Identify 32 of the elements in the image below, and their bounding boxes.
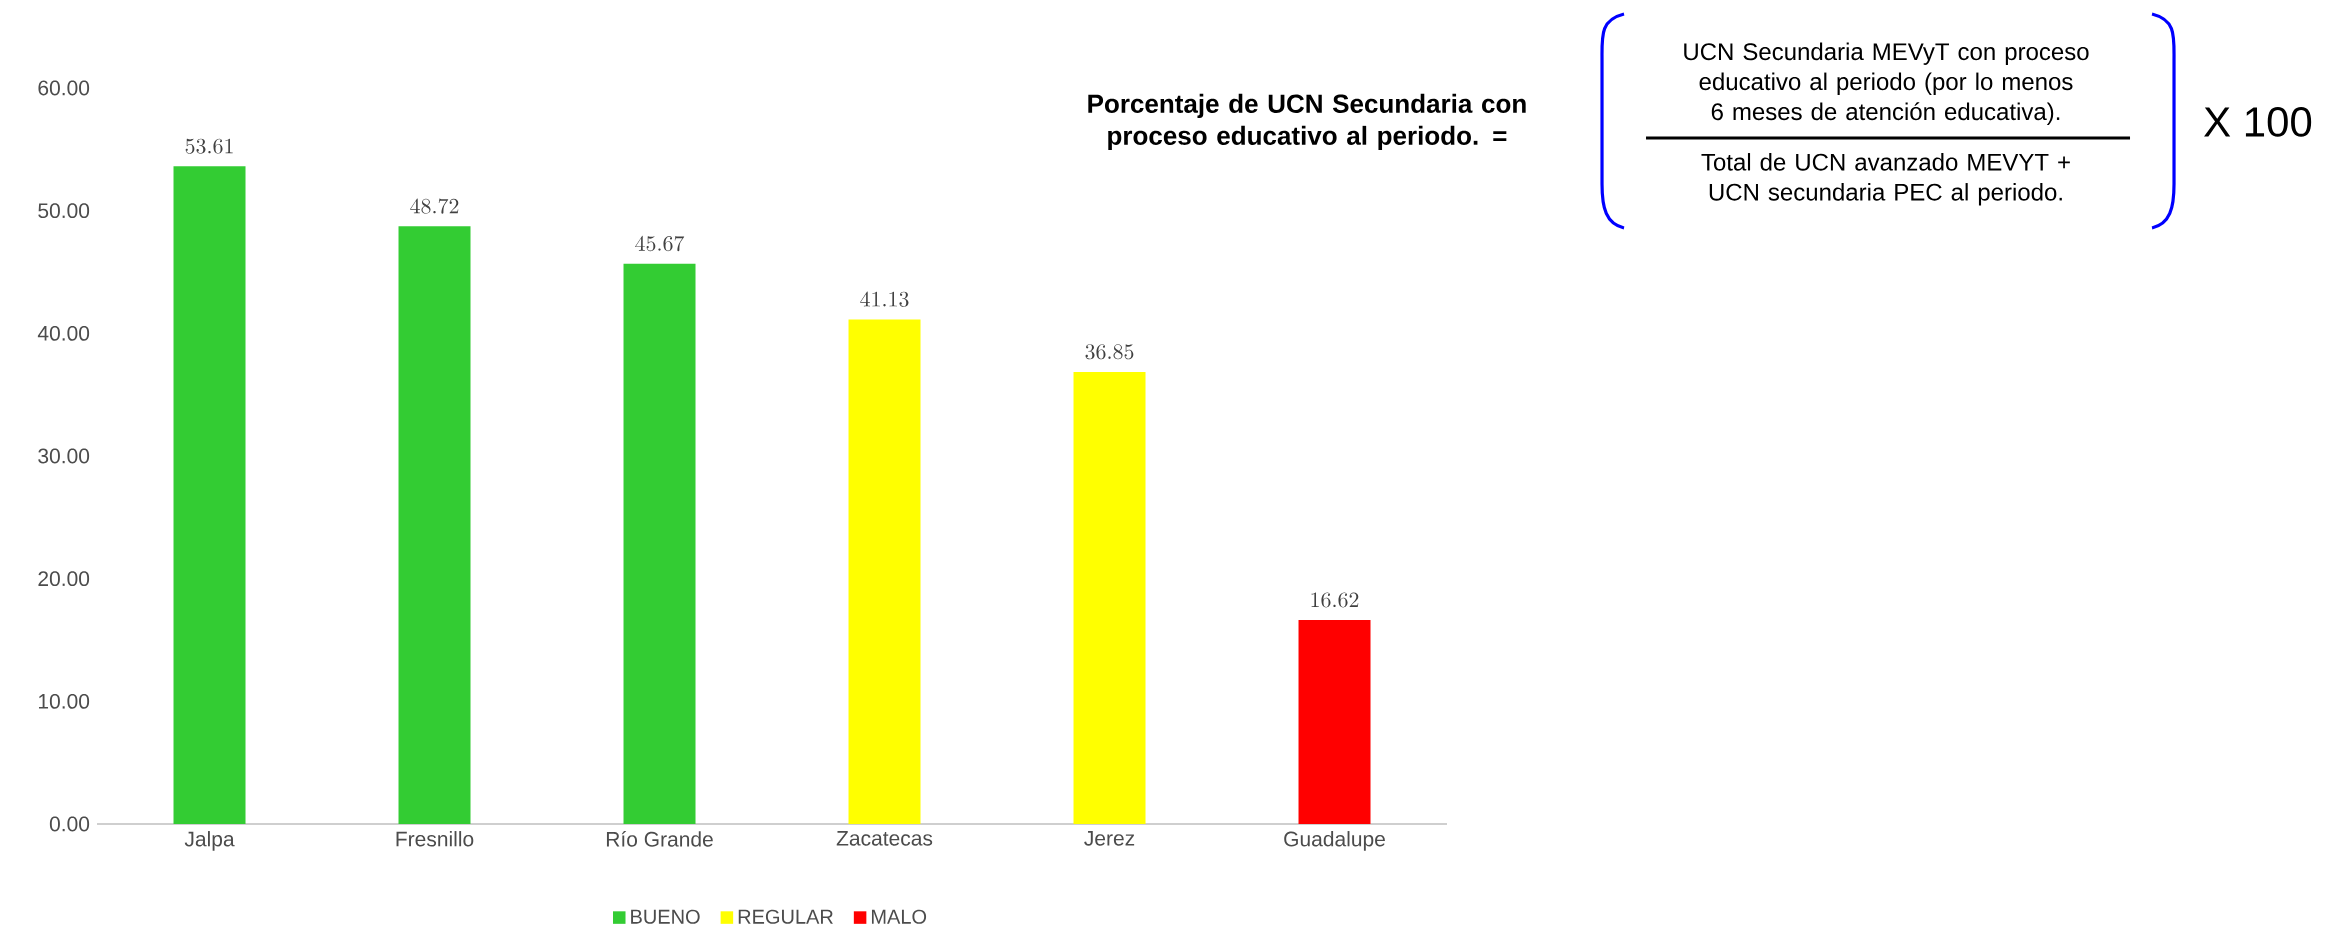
y-tick-label: 20.00: [38, 571, 90, 587]
y-tick-label: 60.00: [38, 80, 90, 96]
data-label: 45.67: [635, 235, 685, 252]
y-tick-label: 10.00: [38, 693, 90, 709]
data-label: 41 . 13: [860, 291, 909, 307]
legend-label: BUENO: [631, 909, 700, 924]
bar: [1073, 371, 1146, 824]
y-tick-label: 40.00: [37, 325, 90, 341]
x-tick-label: Zacatecas: [836, 831, 933, 846]
x-tick-label: Guadalupe: [1284, 831, 1385, 851]
y-tick-label: 50.00: [38, 203, 90, 219]
x-tick-label: Río Grande: [606, 831, 713, 847]
x-tick-label: Jerez: [1084, 831, 1135, 846]
data-label: 48.72: [410, 198, 459, 214]
data-label: 16.62: [1311, 592, 1359, 608]
y-tick-label: 0.00: [49, 816, 90, 832]
y-tick-label: 30.00: [38, 448, 90, 464]
bar: [173, 166, 246, 824]
text: Total de UCN avanzado MEVYT + UCN secundaria PEC al periodo.: [1701, 153, 2070, 206]
bar: [848, 319, 921, 824]
bar: [398, 226, 471, 824]
x-tick-label: Fresnillo: [396, 831, 474, 847]
data-label: 36.85: [1085, 344, 1134, 360]
text: X 100: [2204, 107, 2312, 137]
legend-label: REGULAR: [738, 909, 833, 924]
x-tick-label: Jalpa: [184, 831, 235, 851]
legend-label: MALO: [871, 909, 927, 924]
bar: [1298, 620, 1371, 824]
bar: [623, 263, 696, 824]
text: UCN Secundaria MEVyT con proceso educativo al periodo (por lo menos 6 meses de atención educativa).: [1684, 42, 2089, 125]
data-label: 53.61: [185, 138, 233, 154]
annotation: Porcentaje de UCN Secundaria con proceso educativo al periodo. =: [1088, 93, 1526, 151]
